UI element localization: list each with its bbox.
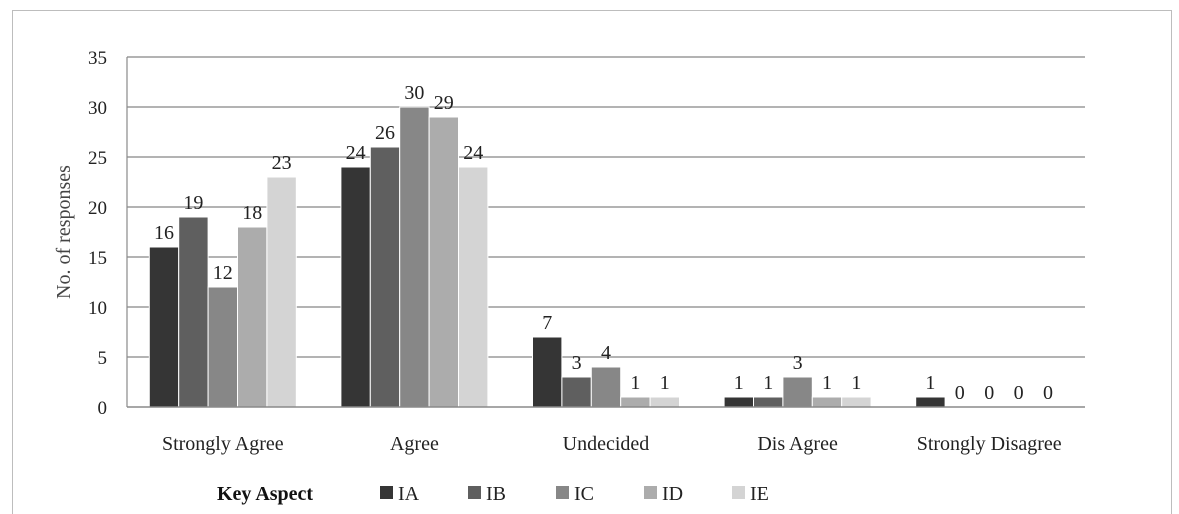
legend-swatch-id [644, 486, 657, 499]
y-tick-label: 30 [88, 98, 107, 119]
legend-label: IA [398, 483, 420, 505]
bar-ib-1 [369, 146, 401, 408]
legend-label: IB [486, 483, 506, 505]
bar-id-1 [428, 116, 460, 408]
bar-ia-3 [723, 396, 754, 408]
y-axis-label: No. of responses [53, 165, 75, 299]
y-tick-label: 20 [88, 198, 107, 219]
y-tick-labels: 0 5 10 15 20 25 30 35 [88, 48, 107, 419]
legend-label: IE [750, 483, 769, 505]
bar-id-2 [620, 396, 651, 408]
y-tick-label: 25 [88, 148, 107, 169]
y-tick-label: 35 [88, 48, 107, 69]
data-label: 18 [242, 202, 262, 224]
legend-swatch-ic [556, 486, 569, 499]
data-label: 30 [404, 82, 424, 104]
data-label: 1 [822, 372, 832, 394]
category-label: Undecided [563, 433, 650, 455]
data-label: 7 [542, 312, 552, 334]
legend-label: IC [574, 483, 594, 505]
data-label: 1 [851, 372, 861, 394]
category-label: Strongly Disagree [917, 433, 1062, 455]
legend-swatch-ie [732, 486, 745, 499]
bar-ia-1 [340, 166, 371, 408]
data-label: 0 [955, 382, 965, 404]
y-tick-label: 0 [98, 398, 108, 419]
bar-ic-3 [782, 376, 813, 408]
bar-ia-0 [148, 246, 180, 408]
bar-ic-1 [399, 106, 430, 408]
data-label: 24 [463, 142, 483, 164]
data-label: 3 [572, 352, 582, 374]
bar-ib-3 [753, 396, 784, 408]
category-label: Dis Agree [757, 433, 838, 455]
bar-ic-2 [590, 366, 622, 408]
data-label: 24 [346, 142, 366, 164]
bar-ie-1 [458, 166, 489, 408]
data-label: 1 [763, 372, 773, 394]
data-label: 1 [734, 372, 744, 394]
data-label: 12 [213, 262, 233, 284]
legend: Key Aspect IA IB IC ID IE [217, 483, 769, 505]
y-tick-label: 5 [98, 348, 108, 369]
legend-swatch-ib [468, 486, 481, 499]
data-label: 26 [375, 122, 395, 144]
bar-ib-2 [561, 376, 592, 408]
data-label: 0 [1043, 382, 1053, 404]
bar-ie-3 [841, 396, 872, 408]
bar-ic-0 [207, 286, 239, 408]
data-label: 1 [630, 372, 640, 394]
data-label: 1 [660, 372, 670, 394]
data-label: 0 [984, 382, 994, 404]
category-labels: Strongly Agree Agree Undecided Dis Agree Str… [162, 433, 1062, 455]
data-label: 23 [272, 152, 292, 174]
bar-ia-4 [915, 396, 946, 408]
bar-ia-2 [532, 336, 563, 408]
data-label: 19 [183, 192, 203, 214]
bar-id-0 [237, 226, 268, 408]
data-label: 3 [793, 352, 803, 374]
bar-ie-0 [266, 176, 297, 408]
legend-title: Key Aspect [217, 483, 313, 505]
category-label: Strongly Agree [162, 433, 284, 455]
bar-id-3 [811, 396, 843, 408]
data-label: 0 [1014, 382, 1024, 404]
legend-swatch-ia [380, 486, 393, 499]
bar-ib-0 [178, 216, 209, 408]
legend-label: ID [662, 483, 683, 505]
y-tick-label: 15 [88, 248, 107, 269]
data-label: 4 [601, 342, 611, 364]
data-label: 29 [434, 92, 454, 114]
bars [148, 106, 946, 408]
bar-ie-2 [649, 396, 680, 408]
category-label: Agree [390, 433, 439, 455]
data-label: 16 [154, 222, 174, 244]
chart-frame [12, 10, 1172, 514]
y-tick-label: 10 [88, 298, 107, 319]
data-label: 1 [925, 372, 935, 394]
